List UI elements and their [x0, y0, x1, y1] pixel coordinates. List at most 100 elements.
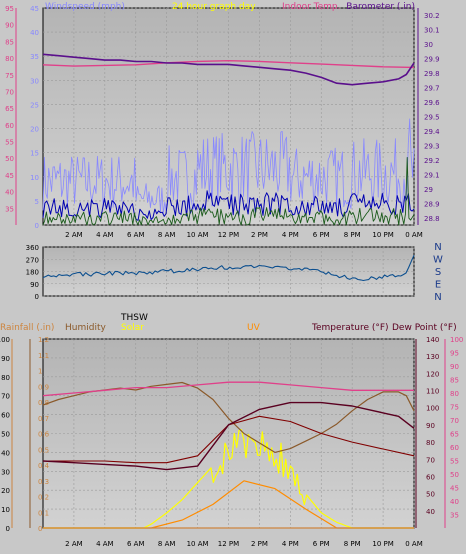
series-wind-average	[42, 190, 415, 221]
indoor-axis-tick: 80	[5, 55, 14, 63]
x-axis-tick: 12 PM	[218, 231, 239, 239]
temp-axis-tick: 70	[426, 456, 435, 464]
dew-axis-tick: 90	[450, 363, 459, 371]
baro-axis-tick: 29.6	[424, 99, 440, 107]
direction-axis-tick: 360	[26, 244, 39, 252]
dew-axis-tick: 65	[450, 431, 459, 439]
x-axis-tick: 4 AM	[96, 540, 114, 548]
rain-axis-tick: 0.9	[38, 383, 49, 391]
indoor-axis-tick: 75	[5, 72, 14, 80]
rain-axis-tick: 1	[38, 368, 42, 376]
x-axis-tick: 4 PM	[282, 540, 299, 548]
rain-axis-tick: 0.2	[38, 494, 49, 502]
indoor-axis-tick: 45	[5, 172, 14, 180]
baro-axis-tick: 29.2	[424, 157, 440, 165]
series-barometer	[42, 53, 415, 86]
temp-axis-tick: 100	[426, 405, 439, 413]
wind-axis-tick: 0	[35, 222, 39, 230]
uv-header: UV	[247, 323, 261, 333]
direction-axis-tick: 90	[30, 281, 39, 289]
dew-axis-tick: 55	[450, 458, 459, 466]
dew-axis-tick: 45	[450, 485, 459, 493]
dew-axis-tick: 100	[450, 336, 463, 344]
dew-axis-tick: 60	[450, 444, 459, 452]
barometer-header: Barometer (.in)	[346, 2, 415, 12]
temp-axis-tick: 80	[426, 439, 435, 447]
direction-axis-tick: 180	[26, 269, 39, 277]
wind-axis-tick: 35	[30, 53, 39, 61]
baro-axis-tick: 30.1	[424, 27, 440, 35]
series-uv	[43, 480, 414, 529]
series-wind-gust	[42, 118, 415, 215]
humidity-axis-tick: 30	[1, 468, 10, 476]
humidity-header: Humidity	[65, 323, 106, 333]
x-axis-tick: 6 AM	[127, 231, 145, 239]
dew-axis-tick: 95	[450, 350, 459, 358]
humidity-axis-tick: 10	[1, 506, 10, 514]
direction-axis-tick: 270	[26, 256, 39, 264]
rain-axis-tick: 1.2	[38, 336, 49, 344]
indoor-axis-tick: 95	[5, 5, 14, 13]
direction-axis-tick: 0	[35, 293, 39, 301]
rainfall-header: Rainfall (.in)	[0, 323, 54, 333]
humidity-axis-tick: 0	[6, 525, 10, 533]
solar-header: Solar	[121, 323, 144, 333]
x-axis-tick: 8 AM	[158, 231, 176, 239]
baro-axis-tick: 29.1	[424, 171, 440, 179]
compass-label: S	[435, 267, 441, 278]
indoor-axis-tick: 40	[5, 189, 14, 197]
temp-axis-tick: 110	[426, 388, 439, 396]
x-axis-tick: 12 PM	[218, 540, 239, 548]
dew-axis-tick: 75	[450, 404, 459, 412]
baro-axis-tick: 29.9	[424, 56, 440, 64]
indoor-header: Indoor Temp.	[282, 2, 341, 12]
baro-axis-tick: 28.9	[424, 200, 440, 208]
humidity-axis-tick: 40	[1, 449, 10, 457]
rain-axis-tick: 0.5	[38, 446, 49, 454]
baro-axis-tick: 29.4	[424, 128, 440, 136]
series-wind-low	[42, 157, 415, 226]
temp-axis-tick: 40	[426, 508, 435, 516]
humidity-axis-tick: 60	[1, 412, 10, 420]
x-axis-tick: 6 PM	[313, 231, 330, 239]
x-axis-tick: 10 AM	[187, 540, 209, 548]
series-dewpoint	[42, 381, 414, 397]
x-axis-tick: 2 AM	[65, 540, 83, 548]
wind-axis-tick: 15	[30, 150, 39, 158]
temp-axis-tick: 50	[426, 491, 435, 499]
compass-label: N	[434, 292, 441, 303]
indoor-axis-tick: 50	[5, 155, 14, 163]
rain-axis-tick: 0	[38, 525, 42, 533]
x-axis-tick: 2 PM	[251, 231, 268, 239]
wind-axis-tick: 10	[30, 174, 39, 182]
baro-axis-tick: 29	[424, 186, 433, 194]
x-axis-tick: 10 PM	[372, 231, 393, 239]
x-axis-tick: 6 PM	[313, 540, 330, 548]
baro-axis-tick: 30	[424, 41, 433, 49]
humidity-axis-tick: 90	[1, 355, 10, 363]
dew-axis-tick: 80	[450, 390, 459, 398]
series-temperature	[42, 401, 415, 471]
x-axis-tick: 0 AM	[405, 231, 423, 239]
humidity-axis-tick: 100	[0, 336, 10, 344]
rain-axis-tick: 1.1	[38, 352, 49, 360]
humidity-axis-tick: 80	[1, 374, 10, 382]
baro-axis-tick: 29.8	[424, 70, 440, 78]
wind-axis-tick: 20	[30, 126, 39, 134]
indoor-axis-tick: 35	[5, 205, 14, 213]
dew-axis-tick: 40	[450, 498, 459, 506]
dew-axis-tick: 85	[450, 377, 459, 385]
x-axis-tick: 4 AM	[96, 231, 114, 239]
rain-axis-tick: 0.4	[38, 462, 50, 470]
dewpoint-header: Dew Point (°F)	[392, 323, 457, 333]
temp-axis-tick: 60	[426, 473, 435, 481]
rain-axis-tick: 0.8	[38, 399, 49, 407]
compass-label: E	[435, 280, 441, 291]
temp-axis-tick: 120	[426, 370, 439, 378]
rain-axis-tick: 0.1	[38, 509, 49, 517]
rain-axis-tick: 0.3	[38, 478, 49, 486]
wind-axis-tick: 25	[30, 101, 39, 109]
x-axis-tick: 4 PM	[282, 231, 299, 239]
thsw-header: THSW	[120, 313, 148, 323]
